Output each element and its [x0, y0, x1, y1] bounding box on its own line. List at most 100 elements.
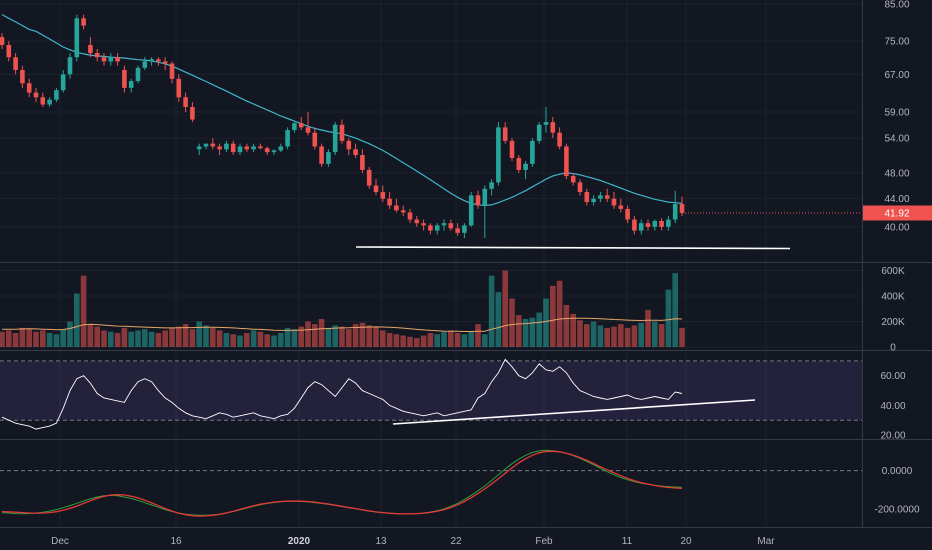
- candle[interactable]: [455, 223, 460, 236]
- candle[interactable]: [659, 218, 664, 231]
- volume-bar[interactable]: [196, 321, 202, 347]
- volume-bar[interactable]: [665, 289, 672, 347]
- candle[interactable]: [618, 198, 624, 213]
- candle[interactable]: [672, 190, 678, 224]
- candle[interactable]: [196, 143, 202, 156]
- candle[interactable]: [360, 149, 365, 173]
- candle[interactable]: [0, 33, 5, 49]
- candle[interactable]: [169, 61, 175, 84]
- volume-bar[interactable]: [94, 326, 100, 347]
- volume-bar[interactable]: [475, 324, 481, 347]
- candle[interactable]: [183, 92, 188, 112]
- volume-bar[interactable]: [250, 330, 257, 347]
- candle[interactable]: [190, 102, 195, 123]
- volume-bar[interactable]: [352, 324, 359, 347]
- candle[interactable]: [6, 41, 12, 62]
- volume-bar[interactable]: [278, 332, 284, 347]
- volume-bar[interactable]: [482, 334, 488, 347]
- candle[interactable]: [428, 223, 433, 235]
- candle[interactable]: [156, 57, 161, 66]
- candle[interactable]: [108, 53, 114, 66]
- volume-bar[interactable]: [67, 321, 73, 347]
- volume-bar[interactable]: [257, 331, 264, 347]
- volume-bar[interactable]: [386, 332, 393, 347]
- rsi-pane[interactable]: [0, 358, 862, 430]
- volume-bar[interactable]: [420, 335, 427, 347]
- volume-bar[interactable]: [604, 327, 610, 347]
- candle[interactable]: [523, 160, 528, 180]
- volume-bar[interactable]: [679, 327, 685, 347]
- candle[interactable]: [203, 143, 209, 150]
- volume-bar[interactable]: [128, 331, 134, 347]
- volume-bar[interactable]: [189, 329, 196, 347]
- volume-bar[interactable]: [570, 313, 576, 347]
- volume-bar[interactable]: [495, 292, 502, 347]
- volume-bar[interactable]: [550, 285, 556, 347]
- candle[interactable]: [217, 143, 222, 156]
- volume-bar[interactable]: [284, 327, 291, 347]
- candle[interactable]: [88, 37, 93, 58]
- candle[interactable]: [496, 122, 501, 186]
- candle[interactable]: [482, 185, 488, 239]
- candle[interactable]: [122, 65, 127, 93]
- candle[interactable]: [20, 65, 25, 88]
- volume-bar[interactable]: [461, 334, 468, 347]
- candle[interactable]: [271, 149, 277, 156]
- candle[interactable]: [570, 172, 576, 186]
- candle[interactable]: [230, 140, 236, 156]
- candle[interactable]: [285, 127, 290, 150]
- volume-bar[interactable]: [488, 275, 495, 347]
- volume-bar[interactable]: [645, 310, 651, 347]
- volume-bar[interactable]: [400, 335, 406, 347]
- candle[interactable]: [278, 143, 284, 153]
- volume-bar[interactable]: [60, 329, 66, 347]
- candle[interactable]: [162, 57, 168, 70]
- volume-bar[interactable]: [318, 318, 325, 347]
- candle[interactable]: [40, 92, 46, 107]
- candle[interactable]: [387, 192, 392, 209]
- volume-bar[interactable]: [332, 325, 338, 347]
- volume-bar[interactable]: [108, 331, 114, 347]
- volume-bar[interactable]: [543, 298, 549, 347]
- candle[interactable]: [366, 166, 372, 189]
- candle[interactable]: [210, 138, 216, 150]
- candle[interactable]: [550, 116, 556, 139]
- volume-bar[interactable]: [203, 325, 209, 347]
- candle[interactable]: [475, 190, 481, 209]
- candle[interactable]: [94, 48, 100, 62]
- candle[interactable]: [224, 140, 229, 153]
- candle[interactable]: [332, 122, 338, 156]
- volume-bar[interactable]: [556, 280, 563, 347]
- candle[interactable]: [346, 138, 352, 156]
- candle[interactable]: [407, 208, 413, 224]
- volume-bar[interactable]: [346, 329, 352, 347]
- candle[interactable]: [251, 143, 256, 153]
- volume-bar[interactable]: [291, 329, 298, 347]
- candle[interactable]: [441, 219, 447, 231]
- volume-bar[interactable]: [12, 332, 19, 347]
- volume-bar[interactable]: [522, 318, 529, 347]
- volume-bar[interactable]: [393, 334, 400, 347]
- price-pane[interactable]: 41.92: [0, 14, 932, 250]
- candle[interactable]: [632, 215, 637, 235]
- candle[interactable]: [149, 57, 154, 66]
- volume-bar[interactable]: [182, 324, 189, 347]
- candle[interactable]: [462, 223, 467, 239]
- candle[interactable]: [564, 143, 569, 180]
- candle[interactable]: [434, 223, 440, 235]
- volume-bar[interactable]: [577, 320, 583, 347]
- rsi-trendline[interactable]: [392, 399, 756, 425]
- volume-bar[interactable]: [101, 330, 107, 347]
- candle[interactable]: [33, 87, 39, 103]
- candle[interactable]: [67, 53, 73, 79]
- volume-bar[interactable]: [312, 324, 318, 347]
- volume-bar[interactable]: [359, 322, 366, 347]
- volume-bar[interactable]: [529, 317, 536, 347]
- candle[interactable]: [237, 143, 243, 156]
- volume-bar[interactable]: [87, 324, 94, 347]
- volume-bar[interactable]: [563, 304, 570, 347]
- volume-bar[interactable]: [509, 298, 515, 347]
- volume-bar[interactable]: [373, 326, 379, 347]
